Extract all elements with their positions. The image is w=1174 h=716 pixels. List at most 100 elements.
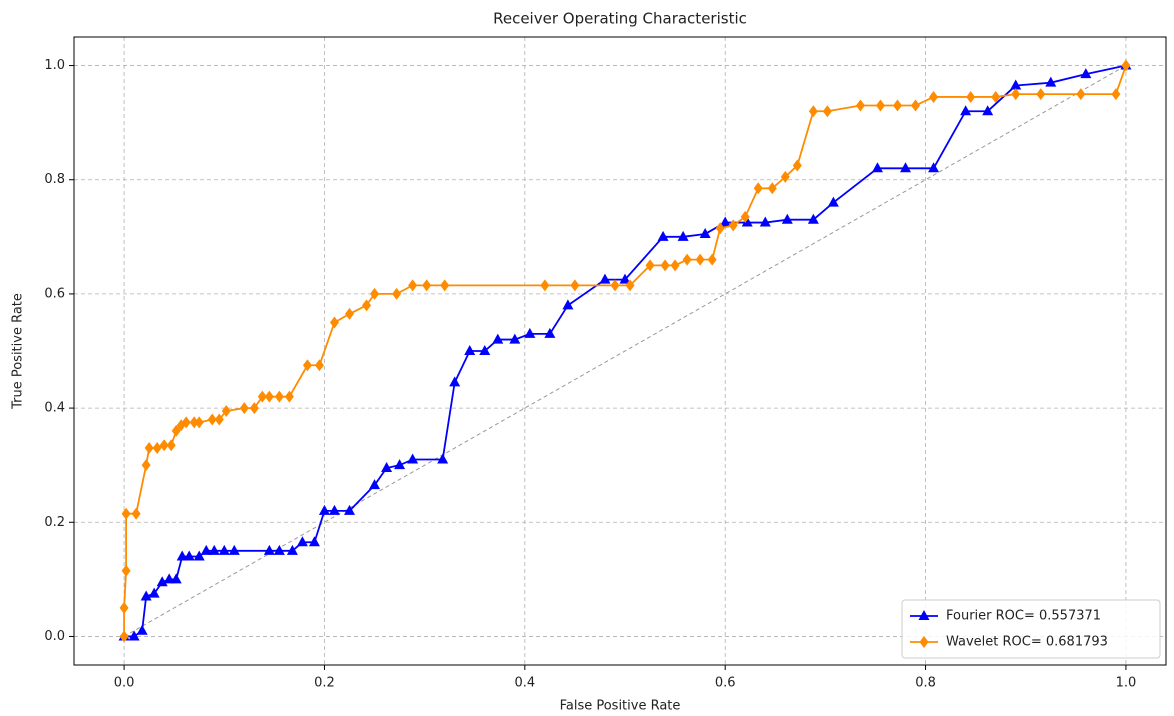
marker [264, 390, 274, 403]
marker [440, 279, 450, 292]
marker [392, 287, 402, 300]
marker [645, 259, 655, 272]
legend-label: Fourier ROC= 0.557371 [946, 609, 1101, 624]
marker [207, 413, 217, 426]
marker [369, 479, 381, 490]
marker [544, 327, 556, 338]
marker [808, 105, 818, 118]
marker [928, 162, 940, 173]
y-tick-label: 0.2 [44, 515, 65, 530]
y-tick-label: 0.4 [44, 401, 65, 416]
marker [960, 105, 972, 116]
marker [144, 442, 154, 455]
plot-frame [73, 36, 1167, 666]
marker [982, 105, 994, 116]
marker [1121, 59, 1131, 72]
marker [871, 162, 883, 173]
marker [464, 345, 476, 355]
marker [189, 416, 199, 429]
marker [479, 345, 491, 355]
marker [228, 544, 240, 555]
x-tick-label: 0.2 [314, 676, 335, 691]
marker [449, 376, 461, 387]
marker [163, 573, 175, 584]
marker [660, 259, 670, 272]
marker [900, 162, 912, 173]
marker [855, 99, 865, 112]
marker [991, 90, 1001, 103]
marker [193, 550, 205, 561]
x-tick-label: 0.0 [114, 676, 135, 691]
marker [214, 413, 224, 426]
marker [218, 544, 230, 555]
marker [200, 544, 212, 555]
marker [1080, 68, 1092, 79]
marker [141, 459, 151, 472]
x-tick-label: 1.0 [1116, 676, 1137, 691]
marker [156, 576, 168, 587]
marker [1076, 88, 1086, 101]
marker [740, 210, 750, 223]
marker [249, 402, 259, 415]
marker [171, 424, 181, 437]
marker [314, 359, 324, 372]
marker [119, 601, 129, 614]
marker [166, 439, 176, 452]
marker [296, 536, 308, 547]
marker [792, 159, 802, 172]
marker [121, 564, 131, 577]
marker [284, 390, 294, 403]
marker [183, 550, 195, 561]
marker [422, 279, 432, 292]
marker [128, 630, 140, 641]
marker [781, 213, 793, 224]
x-tick-label: 0.6 [715, 676, 736, 691]
marker [152, 442, 162, 455]
marker [753, 182, 763, 195]
marker [509, 333, 521, 344]
marker [273, 544, 285, 555]
marker [695, 253, 705, 266]
marker [875, 99, 885, 112]
y-tick-label: 1.0 [44, 58, 65, 73]
marker [728, 219, 738, 232]
marker [657, 230, 669, 241]
chart-title: Receiver Operating Characteristic [493, 10, 747, 28]
marker [121, 507, 131, 520]
marker [318, 504, 330, 515]
y-axis-label: True Positive Rate [11, 293, 26, 410]
marker [194, 416, 204, 429]
marker [780, 170, 790, 183]
marker [699, 227, 711, 238]
marker [119, 630, 129, 643]
marker [308, 536, 320, 547]
marker [677, 230, 689, 241]
marker [148, 587, 160, 598]
marker [918, 610, 930, 620]
marker [719, 216, 731, 227]
marker [274, 390, 284, 403]
marker [1045, 76, 1057, 87]
marker [257, 390, 267, 403]
marker [140, 590, 152, 601]
marker [286, 544, 298, 555]
marker [381, 462, 393, 473]
marker [302, 359, 312, 372]
marker [394, 459, 406, 470]
marker [929, 90, 939, 103]
marker [131, 507, 141, 520]
marker [767, 182, 777, 195]
marker [524, 327, 536, 338]
y-tick-label: 0.0 [44, 629, 65, 644]
marker [181, 416, 191, 429]
marker [540, 279, 550, 292]
marker [407, 453, 419, 464]
marker [759, 216, 771, 227]
marker [208, 544, 220, 555]
marker [329, 316, 339, 329]
marker [562, 299, 574, 310]
marker [570, 279, 580, 292]
marker [893, 99, 903, 112]
marker [362, 299, 372, 312]
legend-label: Wavelet ROC= 0.681793 [946, 635, 1108, 650]
